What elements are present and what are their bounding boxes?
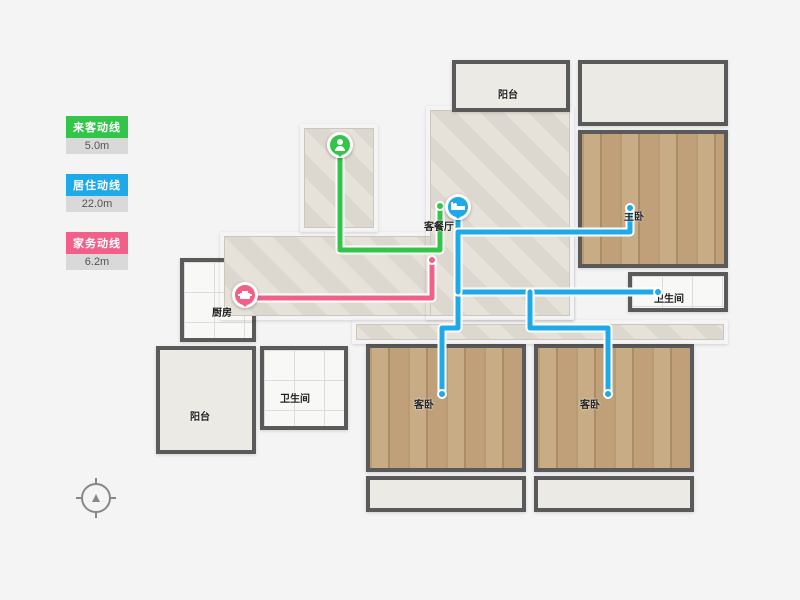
chore-end-dot — [427, 255, 437, 265]
chore-start-marker — [232, 282, 258, 308]
guest-end-dot — [435, 201, 445, 211]
legend-living-value: 22.0m — [66, 196, 128, 212]
legend-guest-label: 来客动线 — [66, 116, 128, 138]
living-start-marker — [445, 194, 471, 220]
living-dot-1 — [653, 287, 663, 297]
room-bed_sw — [366, 344, 526, 472]
room-bath_left — [260, 346, 348, 430]
room-label-kitchen: 厨房 — [212, 304, 232, 319]
legend-guest: 来客动线 5.0m — [66, 116, 128, 154]
room-label-balcony_bl: 阳台 — [190, 408, 210, 423]
legend-chore: 家务动线 6.2m — [66, 232, 128, 270]
guest-start-marker — [327, 132, 353, 158]
room-master — [578, 130, 728, 268]
room-label-bed_se: 客卧 — [580, 396, 600, 411]
living-dot-0 — [625, 203, 635, 213]
living-dot-3 — [603, 389, 613, 399]
room-label-living_dining: 客餐厅 — [424, 218, 454, 233]
living-dot-2 — [437, 389, 447, 399]
room-balcony_se — [534, 476, 694, 512]
legend-guest-value: 5.0m — [66, 138, 128, 154]
legend: 来客动线 5.0m 居住动线 22.0m 家务动线 6.2m — [66, 116, 128, 290]
legend-living-label: 居住动线 — [66, 174, 128, 196]
room-label-bath_left: 卫生间 — [280, 390, 310, 405]
legend-living: 居住动线 22.0m — [66, 174, 128, 212]
legend-chore-value: 6.2m — [66, 254, 128, 270]
floorplan: 阳台阳台客餐厅厨房卫生间卫生间主卧客卧客卧 — [180, 60, 750, 530]
room-bed_se — [534, 344, 694, 472]
room-balcony_bl — [156, 346, 256, 454]
legend-chore-label: 家务动线 — [66, 232, 128, 254]
compass-icon — [78, 480, 114, 516]
room-balcony_tr — [578, 60, 728, 126]
room-label-balcony_top: 阳台 — [498, 86, 518, 101]
room-hall_bottom — [352, 320, 728, 344]
room-balcony_sw — [366, 476, 526, 512]
room-label-bed_sw: 客卧 — [414, 396, 434, 411]
